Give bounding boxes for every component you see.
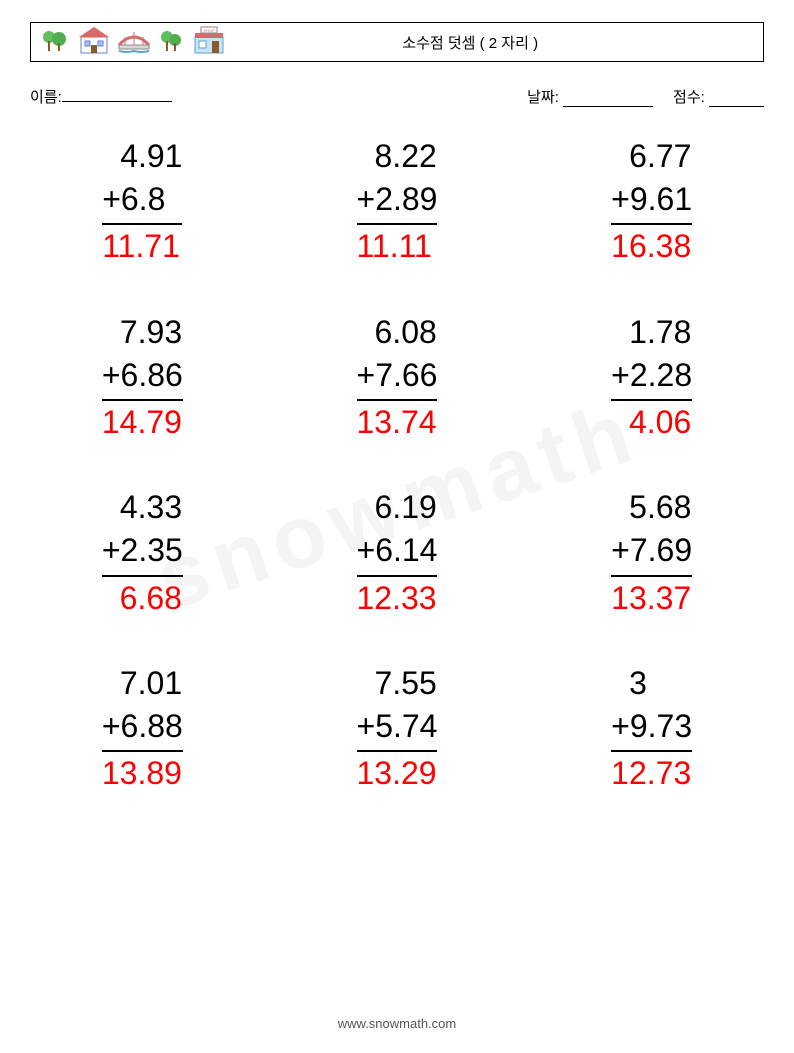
svg-text:SHOP: SHOP [203, 28, 215, 33]
problem: 7.93+6.8614.79 [30, 311, 255, 445]
answer: 11.11 [357, 225, 438, 268]
operand-2: +9.73 [611, 705, 692, 748]
operand-1: 6.77 [611, 135, 692, 178]
answer: 6.68 [102, 577, 183, 620]
date-label: 날짜: [527, 89, 559, 106]
answer: 16.38 [611, 225, 692, 268]
operand-2: +9.61 [611, 178, 692, 221]
operand-1: 4.33 [102, 486, 183, 529]
answer: 13.37 [611, 577, 692, 620]
operand-1: 4.91 [102, 135, 182, 178]
operand-2: +6.86 [102, 354, 183, 397]
operand-2: +6.88 [102, 705, 183, 748]
header-box: SHOP 소수점 덧셈 ( 2 자리 ) [30, 22, 764, 62]
problems-grid: 4.91+6.811.718.22+2.8911.116.77+9.6116.3… [30, 135, 764, 795]
score-blank[interactable] [709, 91, 764, 107]
bridge-icon [117, 27, 151, 60]
operand-1: 7.55 [357, 662, 438, 705]
answer: 12.73 [611, 752, 692, 795]
problem: 5.68+7.69 13.37 [539, 486, 764, 620]
answer: 13.74 [357, 401, 438, 444]
tree-icon [157, 27, 185, 60]
operand-2: +6.8 [102, 178, 182, 221]
problem: 7.01+6.8813.89 [30, 662, 255, 796]
problem: 4.91+6.811.71 [30, 135, 255, 269]
problem: 6.77+9.6116.38 [539, 135, 764, 269]
answer: 12.33 [357, 577, 438, 620]
operand-1: 3 [611, 662, 692, 705]
operand-2: +5.74 [357, 705, 438, 748]
operand-1: 7.93 [102, 311, 183, 354]
shop-icon: SHOP [191, 25, 227, 60]
problem: 7.55+5.7413.29 [285, 662, 510, 796]
operand-1: 1.78 [611, 311, 692, 354]
date-blank[interactable] [563, 91, 653, 107]
footer-url: www.snowmath.com [0, 1016, 794, 1031]
answer: 13.89 [102, 752, 183, 795]
problem: 1.78+2.28 4.06 [539, 311, 764, 445]
operand-2: +2.35 [102, 529, 183, 572]
problem: 8.22+2.8911.11 [285, 135, 510, 269]
name-label: 이름: [30, 86, 62, 107]
tree-icon [41, 27, 71, 60]
operand-1: 5.68 [611, 486, 692, 529]
house-icon [77, 25, 111, 60]
operand-1: 8.22 [357, 135, 438, 178]
problem: 4.33+2.35 6.68 [30, 486, 255, 620]
operand-1: 6.08 [357, 311, 438, 354]
operand-2: +6.14 [357, 529, 438, 572]
answer: 4.06 [611, 401, 692, 444]
answer: 11.71 [102, 225, 182, 268]
worksheet-title: 소수점 덧셈 ( 2 자리 ) [402, 32, 538, 53]
info-row: 이름: 날짜: 점수: [30, 86, 764, 107]
operand-2: +7.69 [611, 529, 692, 572]
problem: 6.08+7.6613.74 [285, 311, 510, 445]
operand-1: 6.19 [357, 486, 438, 529]
answer: 13.29 [357, 752, 438, 795]
operand-2: +7.66 [357, 354, 438, 397]
header-icons: SHOP [41, 25, 227, 60]
name-blank[interactable] [62, 86, 172, 102]
operand-2: +2.28 [611, 354, 692, 397]
problem: 3+9.7312.73 [539, 662, 764, 796]
score-label: 점수: [673, 89, 705, 106]
operand-1: 7.01 [102, 662, 183, 705]
answer: 14.79 [102, 401, 183, 444]
operand-2: +2.89 [357, 178, 438, 221]
problem: 6.19+6.14 12.33 [285, 486, 510, 620]
